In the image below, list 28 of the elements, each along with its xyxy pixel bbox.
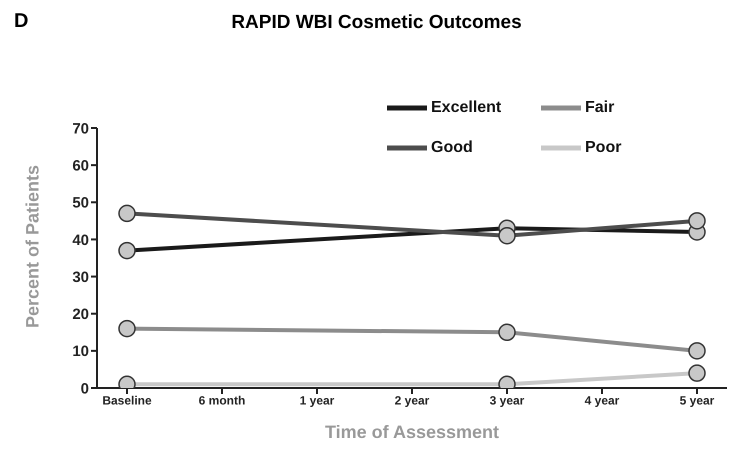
- legend-label: Good: [431, 139, 474, 158]
- text: D: [14, 10, 28, 33]
- y-axis-title: Percent of Patients: [22, 164, 42, 328]
- x-tick-label: 5 year: [680, 394, 715, 408]
- y-tick-label: 50: [72, 194, 89, 212]
- chart-title: RAPID WBI Cosmetic Outcomes: [231, 12, 522, 33]
- x-tick-label: 3 year: [490, 394, 525, 408]
- x-tick-label: 4 year: [584, 394, 620, 408]
- y-tick-label: 70: [72, 120, 89, 138]
- legend-label: Poor: [585, 139, 622, 158]
- y-tick-label: 30: [72, 268, 89, 286]
- legend-label: Fair: [585, 99, 616, 118]
- x-tick-label: Baseline: [102, 394, 152, 408]
- legend-label: Excellent: [431, 99, 502, 118]
- x-tick-label: 1 year: [300, 394, 335, 408]
- y-tick-label: 20: [72, 306, 89, 324]
- x-tick-label: 2 year: [394, 394, 430, 408]
- point: [688, 212, 706, 230]
- point: [118, 204, 136, 222]
- point: [688, 364, 706, 382]
- point: [118, 242, 136, 260]
- y-tick-label: 40: [72, 232, 89, 249]
- y-tick-label: 60: [72, 157, 89, 174]
- x-axis-title: Time of Assessment: [324, 422, 500, 442]
- y-tick-label: 0: [80, 380, 89, 398]
- x-tick-label: 6 month: [198, 394, 246, 408]
- y-tick-label: 10: [72, 343, 89, 360]
- point: [498, 226, 516, 244]
